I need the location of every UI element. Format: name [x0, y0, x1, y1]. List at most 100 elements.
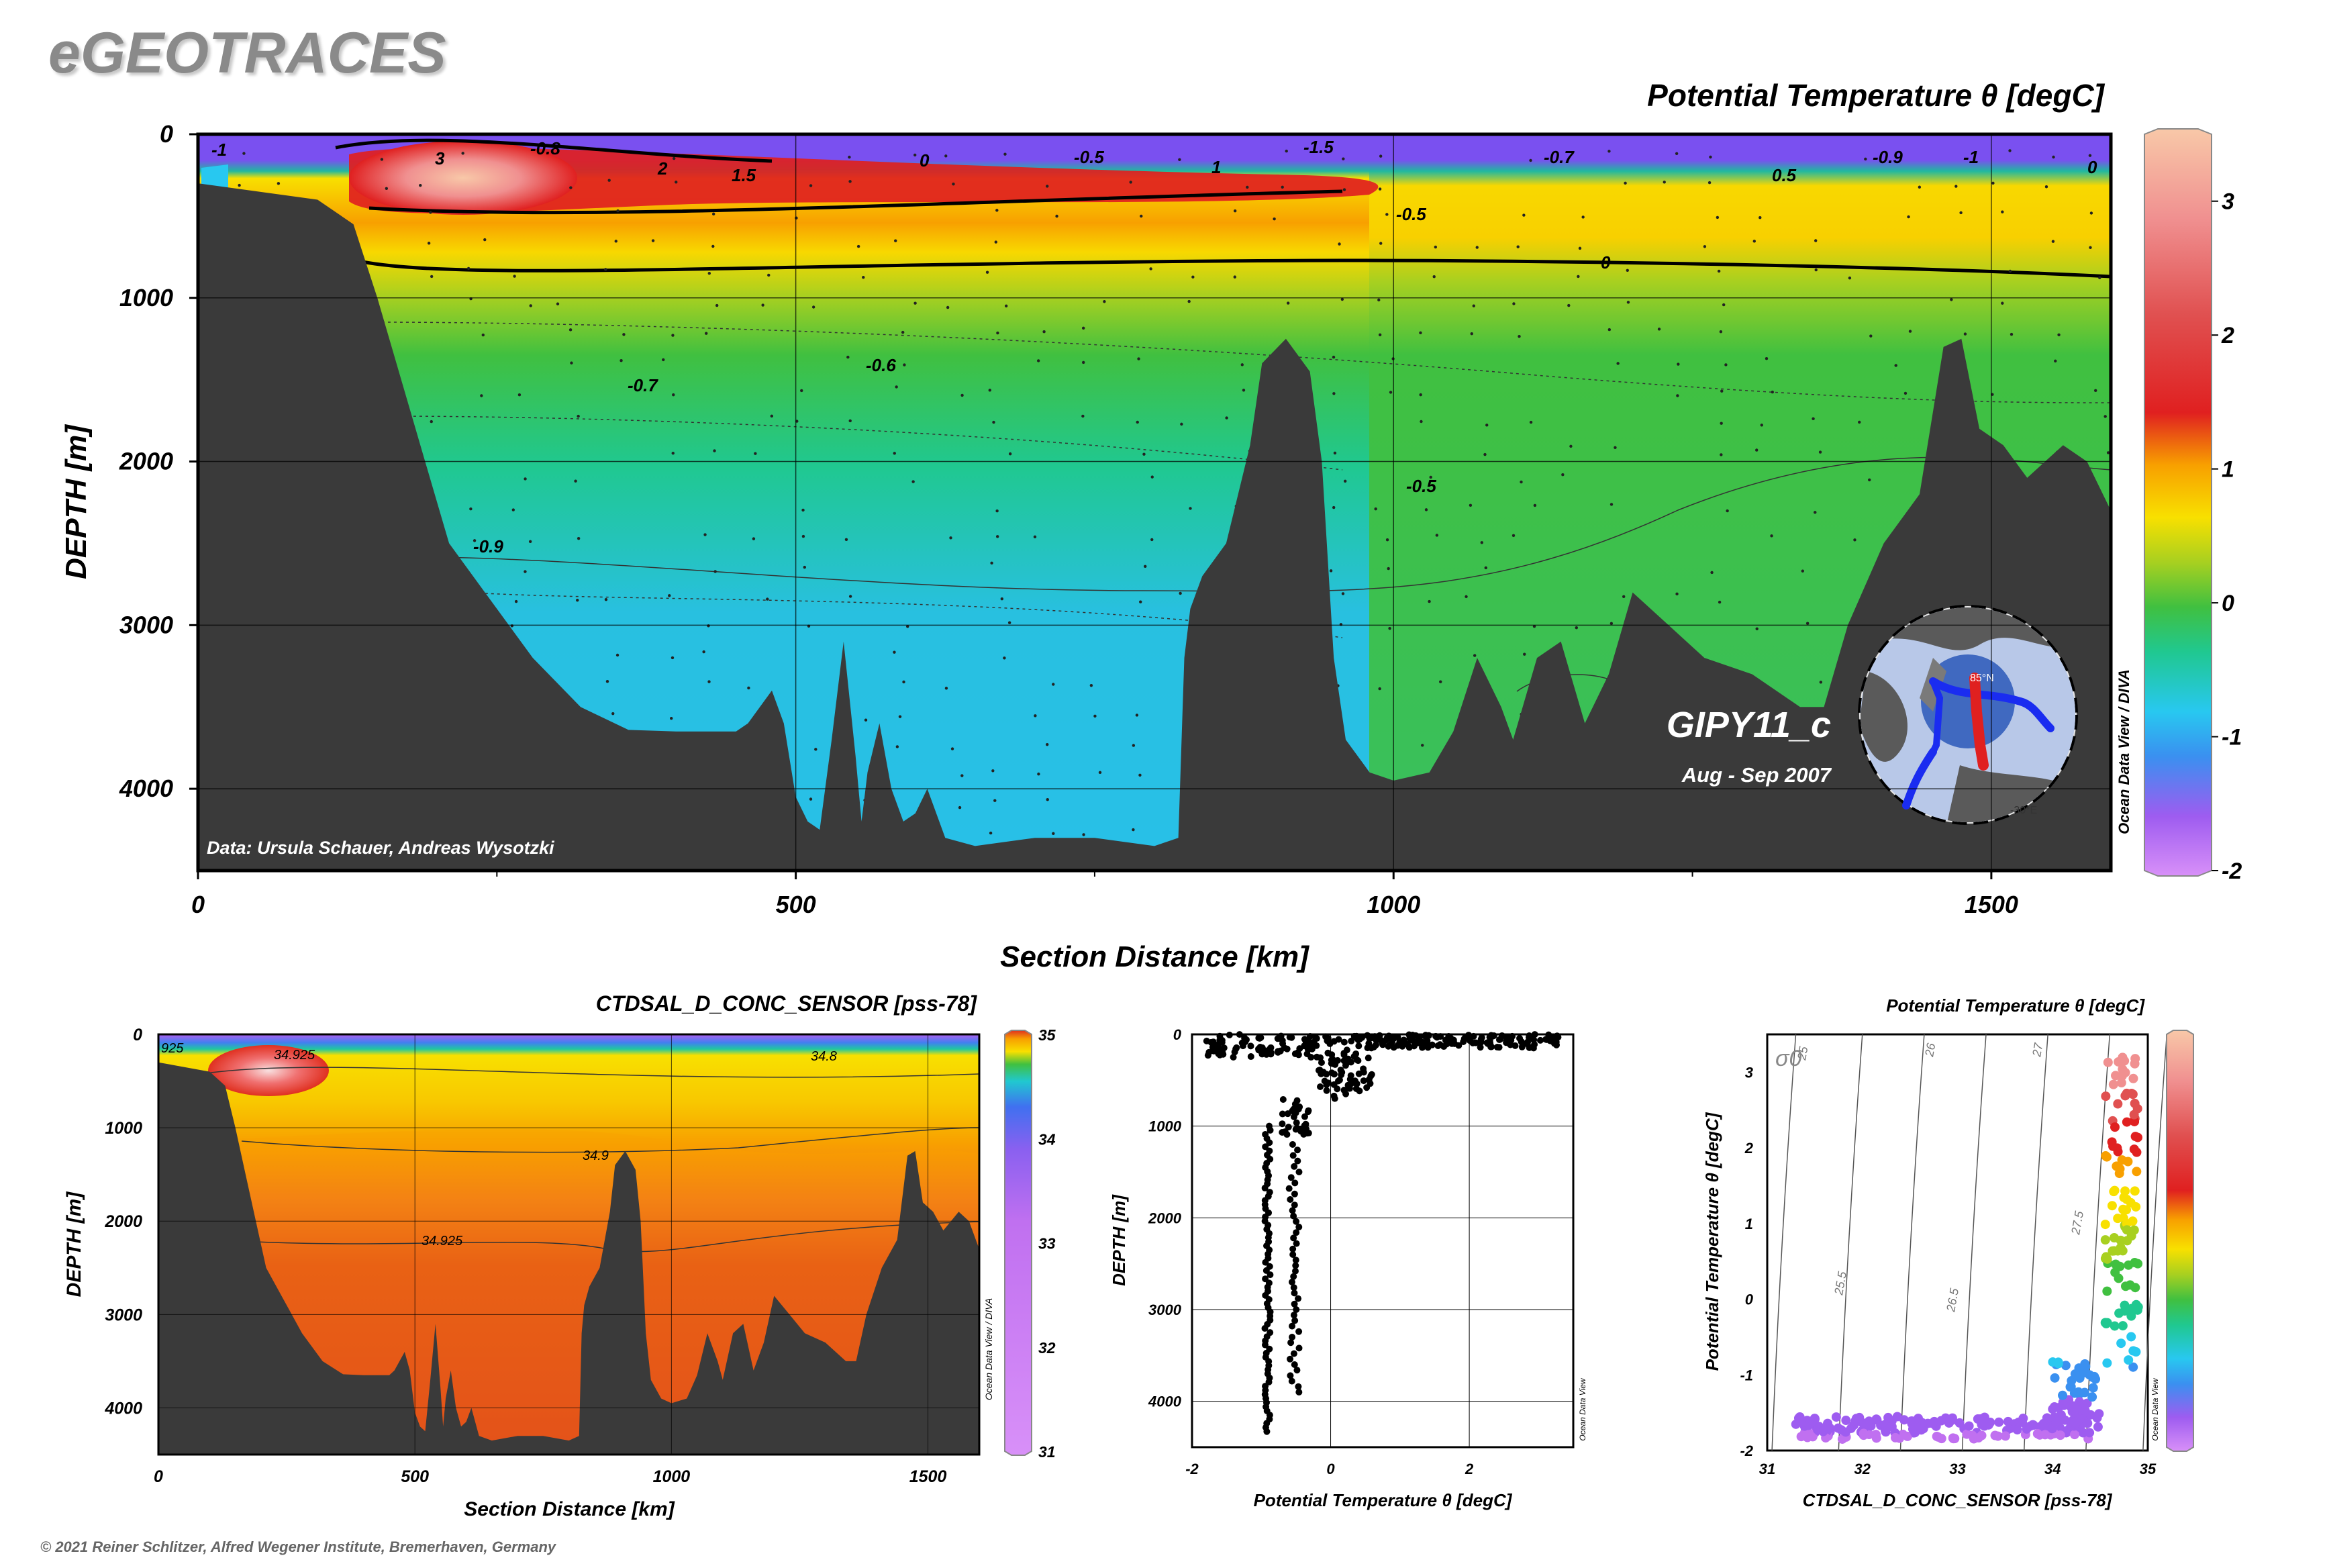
station-dot	[1132, 744, 1136, 747]
station-dot	[568, 328, 573, 332]
contour-label: -0.9	[473, 536, 503, 556]
station-dot	[960, 774, 964, 777]
station-dot	[524, 477, 527, 481]
profile-point	[1295, 1224, 1303, 1230]
station-dot	[1724, 363, 1728, 366]
ts-point	[1947, 1415, 1957, 1425]
profile-point	[1279, 1110, 1286, 1118]
profile-point	[1290, 1350, 1297, 1357]
isopycnal	[2023, 1034, 2048, 1451]
station-dot	[1812, 417, 1815, 421]
y-tick-label: 0	[133, 1026, 142, 1044]
station-dot	[944, 154, 948, 158]
station-dot	[1187, 299, 1191, 303]
station-dot	[529, 304, 532, 307]
profile-point	[1310, 1038, 1318, 1046]
colorbar-tick-label: 3	[2222, 189, 2234, 215]
profile-point	[1294, 1146, 1301, 1154]
profile-point	[1423, 1038, 1430, 1046]
station-dot	[1864, 157, 1867, 161]
contour-label: 0	[1601, 252, 1611, 273]
y-tick-label: 1000	[1148, 1118, 1182, 1135]
y-tick-label: 4000	[1148, 1393, 1182, 1410]
station-dot	[1432, 275, 1436, 279]
ts-point	[2131, 1202, 2141, 1212]
station-dot	[671, 451, 675, 455]
profile-point	[1261, 1341, 1269, 1349]
profile-point	[1290, 1312, 1297, 1319]
station-dot	[996, 331, 999, 335]
ts-point	[2048, 1404, 2058, 1414]
station-dot	[985, 271, 989, 274]
station-dot	[993, 799, 997, 802]
profile-point	[1295, 1106, 1302, 1113]
station-dot	[1140, 214, 1143, 218]
ts-point	[2025, 1421, 2035, 1431]
ts-point	[2053, 1359, 2063, 1369]
profile-point	[1261, 1184, 1269, 1191]
profile-point	[1318, 1059, 1325, 1067]
y-tick-label: 2000	[119, 448, 173, 475]
station-dot	[702, 650, 705, 654]
profile-point	[1424, 1044, 1432, 1051]
station-dot	[1818, 450, 1822, 454]
profile-point	[1448, 1040, 1456, 1047]
ts-point	[1890, 1432, 1900, 1442]
profile-point	[1507, 1041, 1514, 1048]
salinity-ylabel: DEPTH [m]	[63, 1191, 85, 1297]
ts-point	[2073, 1387, 2083, 1397]
station-dot	[1341, 592, 1345, 595]
profile-point	[1425, 1032, 1432, 1039]
isopycnal	[1899, 1034, 1925, 1451]
profile-point	[1484, 1040, 1491, 1047]
station-dot	[1475, 246, 1479, 249]
y-tick-label: 1000	[105, 1119, 142, 1138]
station-dot	[992, 420, 995, 424]
station-dot	[1136, 420, 1139, 424]
ts-point	[2116, 1078, 2126, 1088]
profile-point	[1507, 1035, 1514, 1042]
station-dot	[1720, 422, 1723, 425]
profile-point	[1295, 1383, 1302, 1390]
ts-point	[2130, 1258, 2140, 1268]
station-dot	[1225, 416, 1228, 420]
main-title: Potential Temperature θ [degC]	[1647, 78, 2105, 113]
station-dot	[1089, 683, 1093, 687]
station-dot	[616, 209, 620, 213]
station-dot	[767, 273, 771, 277]
station-dot	[1378, 187, 1382, 191]
station-dot	[574, 479, 577, 483]
station-dot	[895, 745, 899, 748]
station-dot	[2103, 415, 2107, 418]
isopycnal	[1838, 1034, 1863, 1451]
profile-point	[1296, 1045, 1303, 1052]
profile-point	[1231, 1048, 1238, 1056]
ts-point	[2100, 1235, 2110, 1245]
profile-point	[1286, 1034, 1293, 1041]
station-dot	[713, 570, 717, 573]
station-dot	[1424, 508, 1428, 511]
x-tick-label: 0	[154, 1467, 163, 1486]
ts-point	[2040, 1430, 2050, 1440]
ts-point	[1933, 1432, 1943, 1442]
profile-point	[1405, 1031, 1413, 1038]
station-dot	[761, 303, 764, 307]
profile-point	[1347, 1059, 1354, 1066]
station-dot	[1473, 654, 1477, 657]
station-dot	[1484, 566, 1487, 570]
station-dot	[1387, 567, 1390, 571]
profile-point	[1308, 1045, 1316, 1052]
ts-point	[2058, 1390, 2068, 1400]
profile-point	[1293, 1125, 1301, 1132]
ts-point	[2114, 1273, 2124, 1283]
x-tick-label: 0	[191, 891, 205, 918]
profile-point	[1330, 1071, 1338, 1078]
profile-side-label: Ocean Data View	[1578, 1377, 1587, 1440]
ts-point	[2088, 1383, 2098, 1393]
station-dot	[1273, 217, 1276, 221]
station-dot	[1055, 214, 1058, 218]
y-tick-label: 0	[160, 120, 173, 148]
station-dot	[901, 330, 905, 334]
x-tick-label: 1500	[1965, 891, 2018, 918]
ts-point	[2102, 1286, 2112, 1296]
